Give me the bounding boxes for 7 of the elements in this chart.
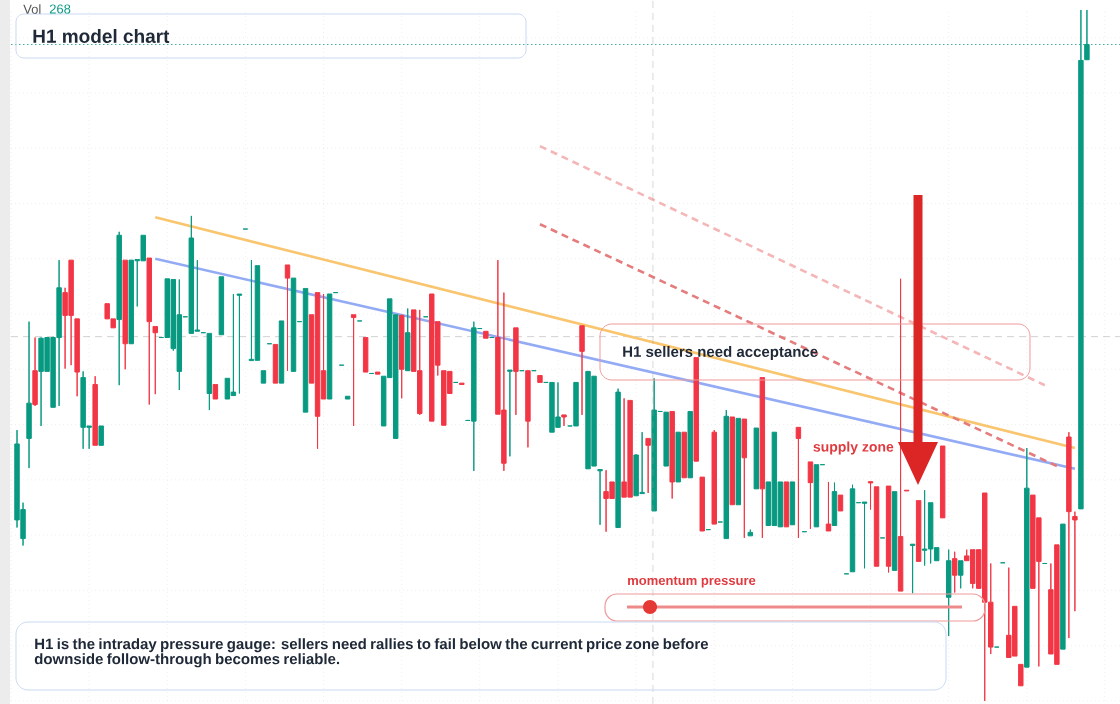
text: H1 model chart	[33, 29, 170, 43]
annotation: H1 is the intraday pressure gauge: sellers need rallies to fail below the current price zone before downside follow-through becomes reliable.	[34, 638, 709, 668]
annotation: momentum pressure	[628, 576, 756, 588]
annotation: 268	[49, 4, 71, 14]
annotation: supply zone	[813, 441, 894, 455]
annotation: Vol	[23, 4, 41, 14]
annotation: H1 sellers need acceptance	[623, 346, 818, 360]
